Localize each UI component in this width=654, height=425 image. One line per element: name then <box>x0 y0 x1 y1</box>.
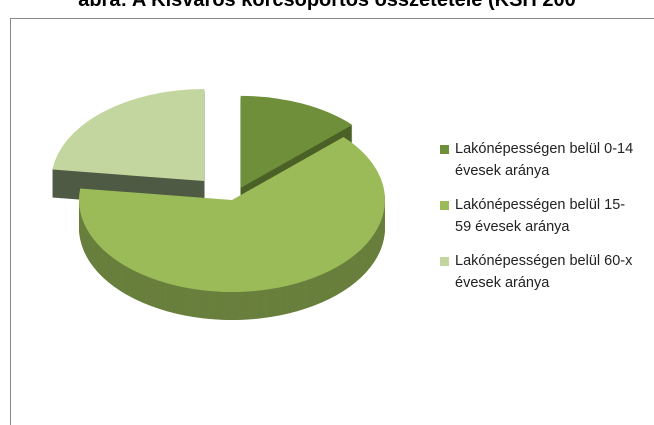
legend-swatch <box>440 257 449 266</box>
legend-item: Lakónépességen belül 15-59 évesek aránya <box>440 194 640 238</box>
legend-swatch <box>440 145 449 154</box>
chart-frame <box>10 18 654 425</box>
legend-label: Lakónépességen belül 15-59 évesek aránya <box>455 197 626 235</box>
legend-item: Lakónépességen belül 60-x évesek aránya <box>440 250 640 294</box>
legend-label: Lakónépességen belül 60-x évesek aránya <box>455 253 633 291</box>
legend-swatch <box>440 201 449 210</box>
slice-top <box>240 95 353 188</box>
legend-label: Lakónépességen belül 0-14 évesek aránya <box>455 141 634 179</box>
legend-item: Lakónépességen belül 0-14 évesek aránya <box>440 138 640 182</box>
pie-slice <box>52 89 205 210</box>
slice-top <box>52 89 205 182</box>
legend: Lakónépességen belül 0-14 évesek aránya L… <box>440 138 640 306</box>
slice-top <box>78 137 386 293</box>
pie-slice <box>78 137 386 321</box>
chart-title: ábra: A Kisváros korcsoportos összetétel… <box>78 0 576 11</box>
